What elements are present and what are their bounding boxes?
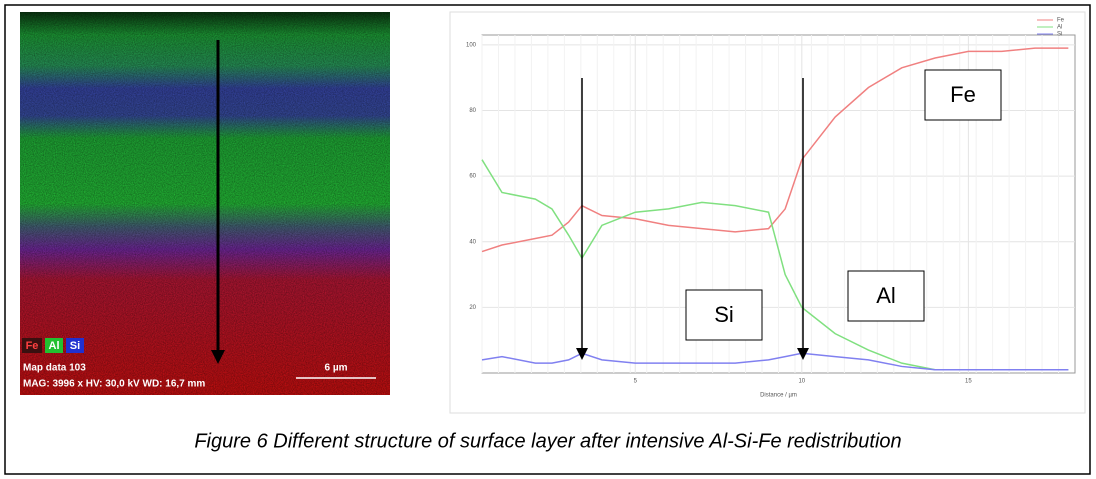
map-legend-al: Al: [49, 340, 60, 352]
map-label: Map data 103: [23, 363, 86, 374]
x-tick-label: 10: [798, 379, 805, 385]
annotation: Fe: [950, 82, 976, 107]
annotation: Si: [714, 302, 734, 327]
legend-al-box: [45, 338, 63, 353]
y-tick-label: 80: [469, 108, 476, 114]
map-info: MAG: 3996 x HV: 30,0 kV WD: 16,7 mm: [23, 379, 205, 390]
annotation: Al: [876, 283, 896, 308]
legend-si-box: [66, 338, 84, 353]
scale-bar-label: 6 µm: [325, 363, 348, 374]
data-line: [481, 47, 1069, 253]
profile-arrow-head: [576, 348, 588, 360]
annotation-box: [685, 289, 763, 341]
data-line: [481, 352, 1069, 371]
legend-label: Si: [1057, 32, 1062, 38]
scan-arrow-head: [211, 350, 225, 364]
map-legend-si: Si: [70, 340, 80, 352]
annotation-box: [847, 270, 925, 322]
legend-label: Fe: [1057, 18, 1065, 24]
x-tick-label: 5: [634, 379, 638, 385]
figure-caption: Figure 6 Different structure of surface …: [194, 430, 901, 452]
figure-border: [4, 4, 1091, 475]
legend-label: Al: [1057, 25, 1062, 31]
y-tick-label: 20: [469, 305, 476, 311]
map-legend-fe: Fe: [26, 340, 39, 352]
map-texture: [20, 12, 390, 395]
x-axis-label: Distance / µm: [760, 393, 797, 399]
eds-map: Fe Al Si Map data 103 MAG: 3996 x HV: 30…: [20, 12, 390, 395]
profile-arrow-head: [797, 348, 809, 360]
legend-fe-box: [22, 338, 42, 353]
y-tick-label: 60: [469, 174, 476, 180]
annotation-box: [924, 69, 1002, 121]
y-tick-label: 100: [466, 42, 477, 48]
y-tick-label: 40: [469, 239, 476, 245]
x-tick-label: 15: [965, 379, 972, 385]
